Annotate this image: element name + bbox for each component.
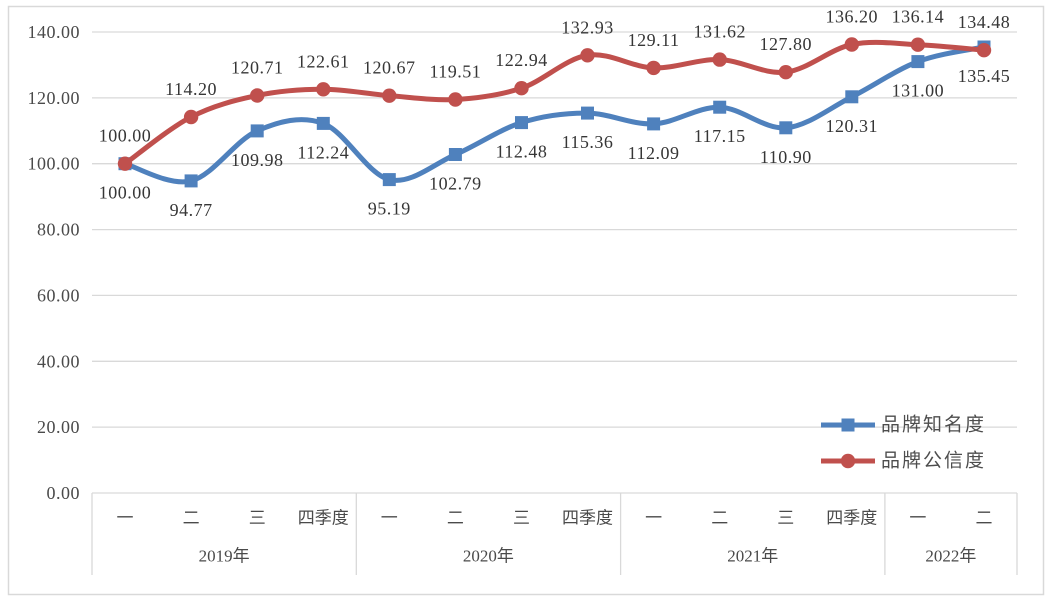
brand-awareness-data-label: 110.90	[760, 147, 812, 167]
brand-credibility-marker	[250, 88, 265, 103]
brand-credibility-marker	[778, 65, 793, 80]
brand-credibility-data-label: 122.61	[297, 51, 350, 71]
x-axis-quarter-label: 四季度	[298, 509, 349, 528]
brand-credibility-marker	[646, 60, 661, 76]
legend-item-brand-awareness[interactable]: 品牌知名度	[821, 414, 986, 436]
x-axis-year-label: 2022年	[925, 547, 976, 566]
x-axis-quarter-label: 一	[381, 509, 398, 528]
series-brand-credibility: 100.00 114.20 120.71 122.61 120.67 119.51 122.…	[99, 7, 1011, 171]
brand-credibility-marker	[844, 37, 859, 52]
y-axis-tick-label: 100.00	[28, 154, 81, 174]
brand-credibility-data-label: 127.80	[760, 34, 813, 54]
x-axis-quarter-label: 四季度	[826, 509, 877, 528]
chart-border	[7, 5, 1045, 596]
x-axis-quarter-label: 一	[117, 509, 134, 528]
brand-credibility-data-label: 122.94	[495, 50, 548, 70]
brand-awareness-data-label: 95.19	[368, 199, 411, 219]
brand-awareness-marker	[382, 173, 396, 187]
y-axis-tick-label: 20.00	[37, 417, 80, 437]
brand-credibility-marker	[514, 81, 529, 96]
brand-credibility-data-label: 136.20	[826, 7, 879, 27]
y-axis-tick-label: 140.00	[28, 22, 81, 42]
brand-credibility-data-label: 120.67	[363, 58, 416, 78]
brand-credibility-data-label: 119.51	[429, 62, 481, 82]
legend-label: 品牌知名度	[881, 414, 986, 436]
brand-credibility-data-label: 132.93	[561, 17, 614, 37]
brand-credibility-marker	[316, 82, 331, 97]
legend-circle-marker-icon	[840, 453, 856, 469]
legend-item-brand-credibility[interactable]: 品牌公信度	[821, 450, 986, 472]
brand-credibility-marker	[448, 92, 463, 107]
legend-label: 品牌公信度	[881, 450, 986, 472]
brand-credibility-data-label: 134.48	[958, 12, 1011, 32]
brand-awareness-marker	[250, 124, 264, 138]
y-axis-tick-label: 40.00	[37, 351, 80, 371]
brand-credibility-marker	[976, 43, 992, 58]
y-axis-tick-label: 120.00	[28, 88, 81, 108]
brand-awareness-data-label: 112.09	[628, 143, 680, 163]
brand-credibility-data-label: 131.62	[693, 22, 746, 42]
x-axis-quarter-label: 三	[777, 509, 794, 528]
brand-awareness-data-label: 135.45	[958, 66, 1011, 86]
brand-credibility-marker	[183, 109, 199, 125]
legend-square-marker-icon	[841, 418, 855, 432]
brand-awareness-data-label: 131.00	[892, 81, 945, 101]
brand-credibility-data-label: 114.20	[165, 79, 217, 99]
brand-awareness-data-label: 117.15	[694, 126, 746, 146]
brand-awareness-marker	[911, 55, 925, 69]
brand-credibility-data-label: 120.71	[231, 58, 284, 78]
brand-credibility-marker	[382, 88, 397, 103]
brand-awareness-data-label: 102.79	[429, 174, 482, 194]
y-axis-tick-label: 80.00	[37, 220, 80, 240]
brand-awareness-data-label: 115.36	[562, 132, 614, 152]
brand-credibility-data-label: 136.14	[892, 7, 945, 27]
brand-awareness-marker	[515, 116, 528, 130]
brand-credibility-marker	[117, 156, 133, 171]
brand-credibility-marker	[712, 52, 727, 67]
y-axis-tick-label: 60.00	[37, 285, 80, 305]
brand-awareness-marker	[448, 148, 462, 161]
brand-awareness-data-label: 120.31	[826, 116, 879, 136]
y-axis-tick-label: 0.00	[47, 483, 81, 503]
x-axis-quarter-label: 二	[711, 509, 728, 528]
brand-credibility-data-label: 100.00	[99, 126, 152, 146]
x-axis-quarter-label: 二	[183, 509, 200, 528]
brand-awareness-marker	[184, 174, 198, 188]
series-brand-awareness: 100.00 94.77 109.98 112.24 95.19 102.79 112.48…	[99, 40, 1011, 220]
brand-awareness-data-label: 112.48	[496, 142, 548, 162]
x-axis-quarter-label: 二	[447, 509, 464, 528]
x-axis-quarter-label: 一	[909, 509, 926, 528]
x-axis-quarter-label: 二	[976, 509, 993, 528]
x-axis-quarter-label: 一	[645, 509, 662, 528]
brand-awareness-marker	[713, 100, 727, 114]
brand-awareness-data-label: 100.00	[99, 183, 152, 203]
brand-credibility-marker	[910, 37, 926, 52]
brand-awareness-marker	[845, 90, 859, 104]
x-axis-year-label: 2021年	[727, 547, 778, 566]
brand-awareness-marker	[581, 106, 594, 120]
x-axis-quarter-label: 三	[513, 509, 530, 528]
x-axis-year-label: 2019年	[199, 547, 250, 566]
x-axis-quarter-label: 三	[249, 509, 266, 528]
brand-awareness-marker	[647, 117, 661, 131]
x-axis-quarter-label: 四季度	[562, 509, 613, 528]
brand-awareness-marker	[316, 116, 330, 130]
brand-awareness-data-label: 94.77	[170, 200, 213, 220]
brand-awareness-marker	[779, 121, 793, 135]
brand-credibility-data-label: 129.11	[628, 30, 680, 50]
brand-credibility-marker	[580, 48, 595, 63]
x-axis-year-label: 2020年	[463, 547, 514, 566]
brand-awareness-data-label: 112.24	[297, 142, 349, 162]
brand-awareness-data-label: 109.98	[231, 150, 284, 170]
